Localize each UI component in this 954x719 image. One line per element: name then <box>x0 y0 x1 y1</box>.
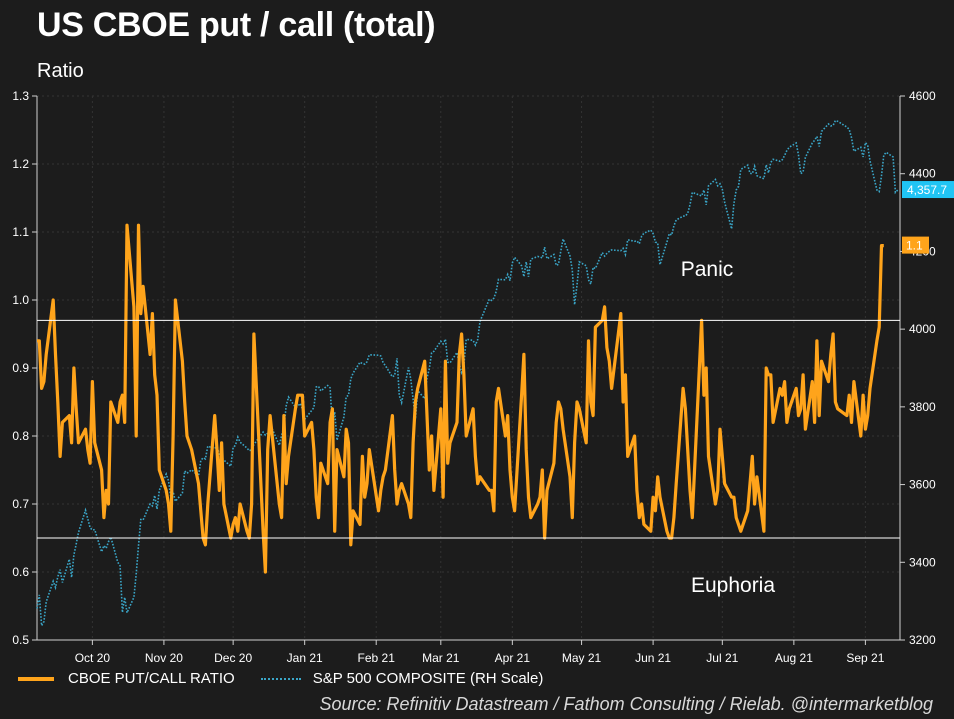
tick-label-left: 0.9 <box>12 361 29 375</box>
series-line-ratio <box>37 223 884 574</box>
source-note: Source: Refinitiv Datastream / Fathom Co… <box>319 694 933 714</box>
last-value-badges: 4,357.7 1.1 <box>902 181 954 254</box>
tick-label-left: 1.0 <box>12 293 29 307</box>
badge-ratio-label: 1.1 <box>906 239 923 253</box>
tick-label-x: Nov 20 <box>145 651 183 665</box>
series-line-spx <box>36 119 899 629</box>
x-axis-ticks: Oct 20 Nov 20 Dec 20 Jan 21 Feb 21 Mar 21 Apr … <box>75 640 885 665</box>
chart-title: US CBOE put / call (total) <box>37 6 436 44</box>
annotations: Panic Euphoria <box>681 258 776 597</box>
tick-label-right: 4000 <box>909 322 936 336</box>
tick-label-left: 1.3 <box>12 89 29 103</box>
legend-label-spx: S&P 500 COMPOSITE (RH Scale) <box>312 670 544 687</box>
tick-label-x: Oct 20 <box>75 651 111 665</box>
tick-label-right: 3800 <box>909 400 936 414</box>
tick-label-x: Sep 21 <box>846 651 884 665</box>
tick-label-left: 0.8 <box>12 429 29 443</box>
tick-label-left: 1.2 <box>12 157 29 171</box>
tick-label-x: Jun 21 <box>635 651 671 665</box>
tick-label-x: Jul 21 <box>706 651 738 665</box>
left-axis-ticks: 0.5 0.6 0.7 0.8 0.9 1.0 1.1 1.2 1.3 <box>12 89 37 647</box>
tick-label-x: Aug 21 <box>775 651 813 665</box>
tick-label-right: 4400 <box>909 167 936 181</box>
tick-label-x: Jan 21 <box>287 651 323 665</box>
tick-label-left: 0.7 <box>12 497 29 511</box>
threshold-annotation: Panic <box>681 258 734 281</box>
series-layer <box>36 119 899 629</box>
tick-label-x: Apr 21 <box>495 651 531 665</box>
tick-label-x: May 21 <box>562 651 602 665</box>
legend: CBOE PUT/CALL RATIO S&P 500 COMPOSITE (R… <box>18 670 543 687</box>
threshold-annotation: Euphoria <box>691 574 775 597</box>
tick-label-left: 1.1 <box>12 225 29 239</box>
tick-label-right: 3400 <box>909 555 936 569</box>
badge-spx <box>902 181 954 199</box>
badge-ratio <box>902 236 929 254</box>
tick-label-right: 3600 <box>909 478 936 492</box>
gridlines <box>37 95 900 641</box>
tick-label-x: Dec 20 <box>214 651 252 665</box>
badge-spx-label: 4,357.7 <box>907 183 947 197</box>
tick-label-left: 0.5 <box>12 633 29 647</box>
right-axis-ticks: 32003400360038004000420044004600 <box>900 89 936 647</box>
tick-label-x: Feb 21 <box>358 651 396 665</box>
tick-label-left: 0.6 <box>12 565 29 579</box>
tick-label-right: 4600 <box>909 89 936 103</box>
tick-label-x: Mar 21 <box>422 651 460 665</box>
chart-subtitle: Ratio <box>37 60 84 82</box>
threshold-lines <box>37 319 900 539</box>
legend-label-ratio: CBOE PUT/CALL RATIO <box>68 670 235 687</box>
tick-label-right: 3200 <box>909 633 936 647</box>
legend-swatch-ratio <box>18 676 54 681</box>
legend-swatch-spx <box>260 677 301 680</box>
